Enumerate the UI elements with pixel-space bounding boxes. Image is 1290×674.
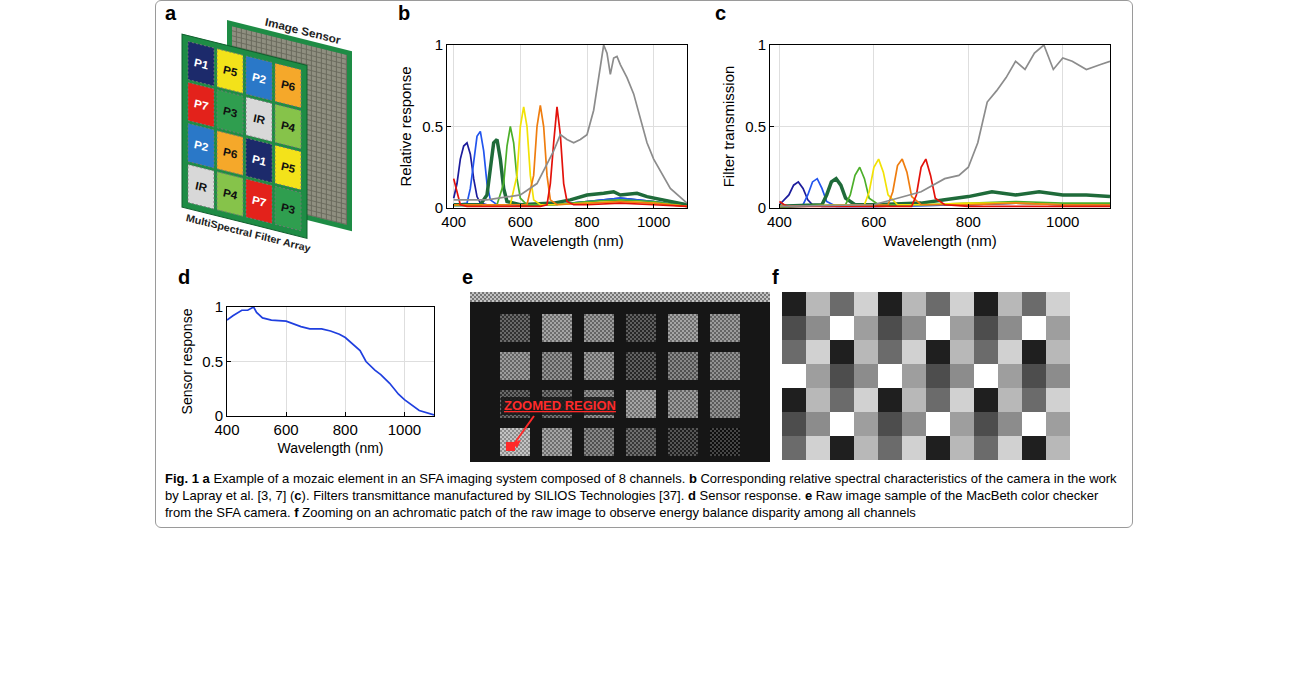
svg-text:P6: P6 bbox=[281, 77, 296, 93]
svg-text:Sensor response: Sensor response bbox=[179, 308, 195, 414]
svg-text:IR: IR bbox=[195, 178, 207, 194]
svg-text:0: 0 bbox=[215, 407, 223, 424]
svg-text:P5: P5 bbox=[281, 159, 296, 175]
svg-text:0: 0 bbox=[435, 199, 443, 216]
svg-text:0.5: 0.5 bbox=[202, 353, 223, 370]
html-text:e: e bbox=[462, 266, 474, 288]
svg-text:P2: P2 bbox=[252, 70, 267, 86]
svg-text:P6: P6 bbox=[223, 144, 238, 160]
svg-text:IR: IR bbox=[253, 111, 265, 127]
svg-text:1: 1 bbox=[758, 36, 766, 53]
svg-text:0: 0 bbox=[758, 199, 766, 216]
svg-text:P4: P4 bbox=[223, 185, 238, 201]
svg-text:1000: 1000 bbox=[1046, 213, 1079, 230]
svg-text:Relative response: Relative response bbox=[397, 66, 414, 186]
svg-text:1: 1 bbox=[435, 36, 443, 53]
svg-text:800: 800 bbox=[574, 213, 599, 230]
svg-text:1000: 1000 bbox=[637, 213, 670, 230]
svg-text:Wavelength (nm): Wavelength (nm) bbox=[277, 440, 383, 456]
svg-text:400: 400 bbox=[767, 213, 792, 230]
html-text:c: c bbox=[715, 2, 727, 24]
svg-text:P2: P2 bbox=[194, 137, 209, 153]
svg-text:ZOOMED REGION: ZOOMED REGION bbox=[504, 398, 616, 413]
svg-text:P1: P1 bbox=[252, 152, 266, 168]
svg-text:600: 600 bbox=[508, 213, 533, 230]
svg-text:P4: P4 bbox=[281, 118, 296, 134]
svg-text:P7: P7 bbox=[194, 96, 209, 112]
svg-text:P3: P3 bbox=[223, 103, 238, 119]
svg-text:Filter transmission: Filter transmission bbox=[720, 66, 737, 188]
svg-text:MultiSpectral Filter Array: MultiSpectral Filter Array bbox=[186, 211, 311, 254]
html-text:f: f bbox=[772, 266, 779, 288]
svg-text:1000: 1000 bbox=[388, 421, 421, 438]
svg-text:600: 600 bbox=[274, 421, 299, 438]
svg-text:Wavelength (nm): Wavelength (nm) bbox=[883, 232, 997, 249]
html-text:b: b bbox=[398, 2, 411, 24]
svg-text:P7: P7 bbox=[252, 193, 267, 209]
svg-text:P1: P1 bbox=[194, 55, 208, 71]
svg-text:0.5: 0.5 bbox=[422, 118, 443, 135]
svg-text:1: 1 bbox=[215, 298, 223, 315]
svg-text:400: 400 bbox=[214, 421, 239, 438]
svg-text:400: 400 bbox=[441, 213, 466, 230]
svg-text:800: 800 bbox=[956, 213, 981, 230]
svg-text:Wavelength (nm): Wavelength (nm) bbox=[510, 232, 624, 249]
svg-text:P3: P3 bbox=[281, 200, 296, 216]
svg-text:Image Sensor: Image Sensor bbox=[265, 15, 342, 47]
svg-text:P5: P5 bbox=[223, 62, 238, 78]
html-text:d: d bbox=[178, 266, 191, 288]
svg-text:800: 800 bbox=[333, 421, 358, 438]
svg-text:0.5: 0.5 bbox=[745, 118, 766, 135]
html-text:a: a bbox=[165, 2, 177, 24]
html-text:Fig. 1 a Example of a mozaic e: Fig. 1 a Example of a mozaic element in … bbox=[165, 471, 1117, 520]
svg-text:600: 600 bbox=[861, 213, 886, 230]
